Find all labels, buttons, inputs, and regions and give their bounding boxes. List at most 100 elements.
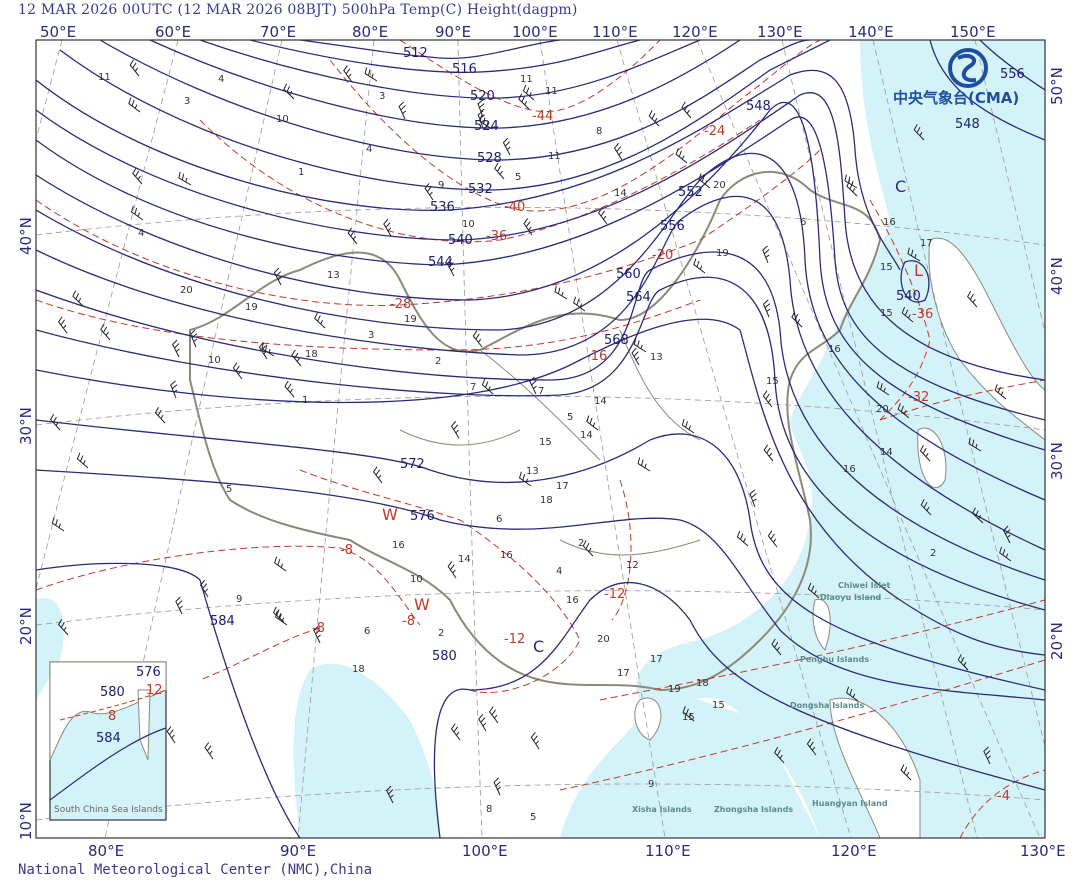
top-longitude-label: 50°E (40, 23, 76, 41)
wind-barb (494, 162, 505, 180)
province-borders (399, 329, 701, 556)
top-longitude-label: 150°E (950, 23, 996, 41)
temperature-contour (959, 769, 1045, 838)
station-value: 6 (364, 626, 370, 637)
geo-label: Huangyan Island (812, 799, 888, 808)
wind-barb-glyph (698, 173, 711, 189)
pressure-system-cold: C (895, 177, 906, 196)
temperature-label: -12 (604, 587, 625, 602)
longitude-line (539, 40, 666, 838)
wind-barb (478, 713, 487, 732)
wind-barb (488, 706, 499, 724)
station-value: 2 (930, 548, 936, 559)
station-value: 15 (880, 308, 893, 319)
wind-barb (100, 323, 111, 341)
wind-barb-glyph (166, 726, 176, 744)
wind-barb-glyph (791, 311, 803, 328)
wind-barb-glyph (364, 67, 378, 82)
station-value: 20 (713, 180, 726, 191)
inset-height-label: 580 (100, 685, 125, 700)
pressure-system-warm: W (414, 595, 430, 614)
pressure-system-warm: W (382, 505, 398, 524)
temperature-label: -12 (504, 632, 525, 647)
inset-height-label: 584 (96, 731, 121, 746)
station-value: 19 (716, 248, 729, 259)
station-value: 4 (218, 74, 224, 85)
wind-barb-glyph (386, 785, 394, 804)
station-value: 4 (556, 566, 562, 577)
wind-barb-glyph (682, 706, 695, 722)
wind-barb-glyph (175, 596, 183, 615)
wind-barb (806, 738, 817, 756)
geo-label: Penghu Islands (800, 655, 869, 664)
station-value: 8 (486, 804, 492, 815)
wind-barb-glyph (529, 376, 537, 395)
wind-barb-glyph (398, 101, 406, 120)
wind-barb-glyph (447, 561, 457, 579)
wind-barb-glyph (675, 148, 688, 164)
wind-barb-glyph (586, 415, 599, 431)
temperature-label: -28 (390, 297, 411, 312)
height-label: 548 (746, 99, 771, 114)
wind-barb (199, 579, 209, 598)
height-contour (199, 40, 701, 99)
station-value: 10 (208, 355, 221, 366)
temperature-label: -16 (586, 349, 607, 364)
temperature-contour (879, 379, 1045, 421)
wind-barb-glyph (132, 167, 143, 185)
wind-barb (968, 437, 982, 452)
wind-barb-glyph (100, 323, 111, 341)
station-value: 6 (800, 217, 806, 228)
height-label: 540 (448, 233, 473, 248)
wind-barb-glyph (763, 444, 774, 462)
wind-barb-glyph (681, 418, 695, 434)
wind-barb (994, 384, 1007, 400)
sea-region (293, 663, 440, 838)
wind-barb (586, 415, 599, 431)
south-china-sea-inset: 576 580 584 12 8 South China Sea Islands (49, 661, 167, 821)
wind-barb-glyph (450, 723, 461, 741)
wind-barb-glyph (518, 93, 530, 110)
wind-barb (762, 299, 771, 318)
height-contour (36, 101, 1045, 451)
height-label: 580 (432, 649, 457, 664)
wind-barb-glyph (762, 299, 771, 318)
map-frame (35, 39, 1046, 839)
inset-height-label: 576 (136, 665, 161, 680)
geo-label: Xisha Islands (632, 805, 692, 814)
temperature-contour (869, 199, 931, 421)
station-value: 16 (843, 464, 856, 475)
inset-temp-label: 12 (146, 683, 163, 698)
right-latitude-label: 40°N (1048, 257, 1066, 295)
latitude-line (36, 206, 1045, 246)
wind-barb (582, 540, 594, 557)
height-label: 556 (1000, 67, 1025, 82)
temperature-contour (199, 119, 761, 243)
height-label: 572 (400, 457, 425, 472)
station-value: 20 (180, 285, 193, 296)
station-value: 17 (617, 668, 630, 679)
bottom-longitude-label: 130°E (1020, 842, 1066, 860)
wind-barb (897, 403, 910, 419)
wind-barb-glyph (693, 258, 706, 274)
height-contour (249, 40, 641, 74)
wind-barb-glyph (76, 452, 89, 469)
sea-region (560, 690, 820, 838)
station-value: 20 (597, 634, 610, 645)
station-value: 15 (712, 700, 725, 711)
china-border (189, 171, 882, 692)
wind-barb-glyph (597, 207, 608, 225)
station-value: 17 (650, 654, 663, 665)
height-label: 564 (626, 290, 651, 305)
height-labels: 5125165205245285325365405445485525565605… (210, 46, 1025, 664)
wind-barb (681, 418, 695, 434)
height-contour (149, 40, 741, 129)
wind-barb (232, 362, 243, 380)
bottom-longitude-label: 80°E (88, 842, 124, 860)
temperature-label: -24 (704, 124, 725, 139)
height-contour (900, 260, 930, 303)
station-value: 16 (500, 550, 513, 561)
height-contour (979, 40, 1045, 91)
left-latitude-label: 40°N (17, 217, 35, 255)
wind-barb (493, 777, 501, 796)
